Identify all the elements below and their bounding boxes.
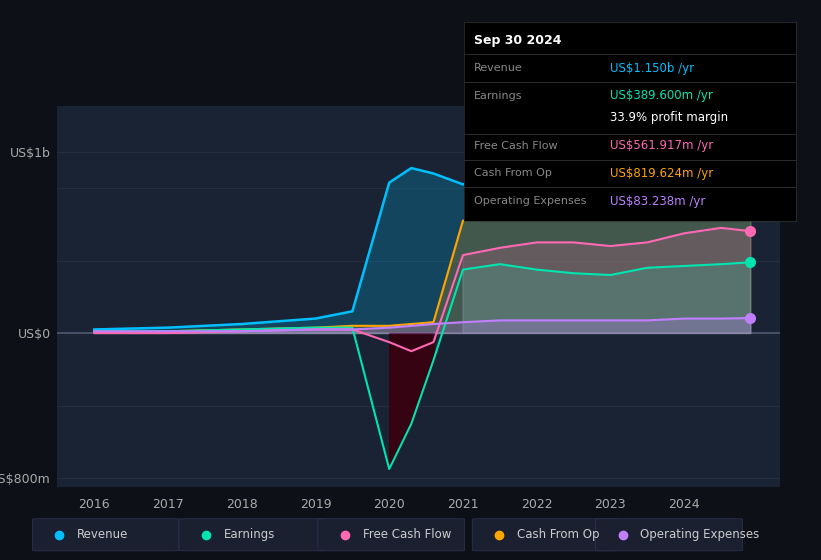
Text: US$1.150b /yr: US$1.150b /yr xyxy=(610,62,695,74)
FancyBboxPatch shape xyxy=(596,519,742,551)
Text: Revenue: Revenue xyxy=(474,63,523,73)
Text: 33.9% profit margin: 33.9% profit margin xyxy=(610,111,728,124)
Text: US$389.600m /yr: US$389.600m /yr xyxy=(610,90,713,102)
Text: Revenue: Revenue xyxy=(77,528,128,542)
Text: Operating Expenses: Operating Expenses xyxy=(474,197,586,206)
Text: Cash From Op: Cash From Op xyxy=(517,528,599,542)
FancyBboxPatch shape xyxy=(318,519,465,551)
Text: US$561.917m /yr: US$561.917m /yr xyxy=(610,139,713,152)
Text: Sep 30 2024: Sep 30 2024 xyxy=(474,34,562,47)
Text: Free Cash Flow: Free Cash Flow xyxy=(474,141,557,151)
FancyBboxPatch shape xyxy=(179,519,326,551)
Text: Earnings: Earnings xyxy=(224,528,275,542)
Text: Operating Expenses: Operating Expenses xyxy=(640,528,759,542)
Text: Cash From Op: Cash From Op xyxy=(474,169,552,179)
FancyBboxPatch shape xyxy=(472,519,619,551)
Text: Free Cash Flow: Free Cash Flow xyxy=(363,528,451,542)
Text: US$819.624m /yr: US$819.624m /yr xyxy=(610,167,713,180)
Text: Earnings: Earnings xyxy=(474,91,522,101)
FancyBboxPatch shape xyxy=(32,519,179,551)
Text: US$83.238m /yr: US$83.238m /yr xyxy=(610,195,705,208)
